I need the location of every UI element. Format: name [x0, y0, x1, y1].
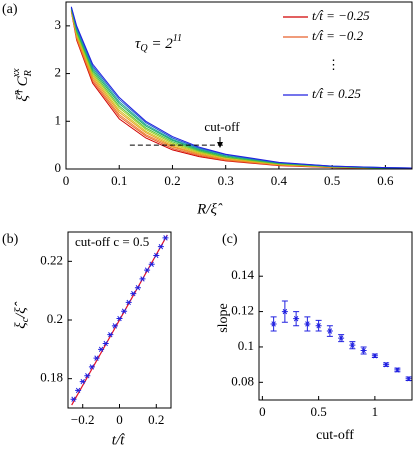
data-point — [125, 299, 132, 306]
data-point — [148, 261, 155, 267]
x-tick-label: 0.2 — [164, 173, 180, 188]
y-axis-label: ξc/ξ̂ — [13, 301, 31, 328]
y-axis-label: slope — [216, 303, 231, 333]
legend-label: t/t̂ = −0.25 — [312, 8, 370, 23]
y-label-part: C — [15, 75, 31, 90]
y-tick-label: 0.22 — [40, 252, 63, 267]
x-axis-label: R/ξ̂ — [196, 201, 223, 217]
plot-frame — [65, 1, 413, 170]
data-point — [70, 396, 77, 402]
annotation-part: 11 — [173, 33, 182, 44]
data-point — [162, 235, 169, 241]
y-label-part: xx — [11, 68, 22, 78]
y-tick-label: 0.12 — [231, 303, 254, 318]
panel-label: (a) — [2, 2, 18, 17]
data-point — [281, 308, 288, 315]
x-tick-label: 0 — [63, 173, 70, 188]
legend-ellipsis: ⋮ — [327, 57, 340, 72]
data-point — [79, 378, 86, 385]
y-tick-label: 0.18 — [40, 370, 63, 385]
data-point — [371, 353, 378, 359]
data-point — [98, 346, 105, 353]
x-tick-label: 0.3 — [218, 173, 234, 188]
x-tick-label: 0.6 — [377, 173, 394, 188]
x-tick-label: 0.5 — [324, 173, 340, 188]
y-tick-label: 3 — [55, 17, 62, 32]
x-tick-label: 0 — [259, 404, 266, 419]
x-tick-label: −0.2 — [71, 412, 95, 427]
y-label-part: c — [20, 317, 31, 322]
data-point — [111, 323, 118, 329]
panel-label: (c) — [222, 232, 238, 247]
y-label-part: /ξ̂ — [13, 301, 29, 319]
annotation-part: = 2 — [148, 36, 174, 52]
legend-label: t/t̂ = 0.25 — [312, 86, 361, 101]
y-label-part: η — [12, 90, 23, 95]
data-point — [102, 340, 109, 347]
legend-label: t/t̂ = −0.2 — [312, 28, 364, 43]
annotation-part: Q — [140, 43, 148, 54]
data-point — [134, 285, 141, 291]
data-point — [121, 308, 128, 314]
data-point — [84, 373, 91, 379]
y-tick-label: 0.1 — [238, 338, 254, 353]
data-point — [383, 361, 390, 368]
data-point — [75, 387, 82, 394]
data-point — [315, 323, 322, 329]
y-label-part: ξ — [13, 322, 29, 329]
y-tick-label: 2 — [55, 65, 62, 80]
data-line — [70, 6, 413, 169]
panel-label: (b) — [2, 232, 19, 247]
data-point — [293, 315, 300, 322]
data-point — [304, 321, 311, 327]
fit-line — [71, 234, 168, 406]
plot-frame — [258, 231, 413, 401]
data-point — [139, 276, 146, 282]
data-point — [349, 342, 356, 348]
plot-frame — [67, 231, 172, 409]
x-tick-label: 0.5 — [311, 404, 327, 419]
data-point — [144, 267, 151, 273]
data-point — [394, 367, 401, 373]
x-axis-label: t/t̂ — [112, 432, 126, 448]
y-axis-label: ξ̂η CRxx — [11, 68, 34, 102]
cutoff-label: cut-off — [204, 119, 240, 134]
x-tick-label: 0 — [116, 412, 123, 427]
x-tick-label: 0.2 — [148, 412, 164, 427]
data-point — [130, 290, 137, 297]
x-tick-label: 0.1 — [111, 173, 127, 188]
data-point — [88, 364, 95, 370]
data-point — [360, 347, 367, 354]
x-tick-label: 0.4 — [271, 173, 288, 188]
data-point — [326, 328, 333, 334]
x-tick-label: 1 — [372, 404, 379, 419]
y-tick-label: 0.2 — [47, 311, 63, 326]
data-point — [93, 355, 100, 361]
y-tick-label: 0.08 — [231, 373, 254, 388]
data-point — [338, 335, 345, 341]
annotation-part: τ — [135, 36, 141, 52]
y-tick-label: 0.14 — [231, 267, 254, 282]
annotation: τQ = 211 — [135, 33, 182, 54]
data-point — [270, 321, 277, 327]
annotation: cut-off c = 0.5 — [75, 234, 149, 249]
data-point — [116, 315, 123, 322]
y-tick-label: 0 — [55, 160, 62, 175]
y-label-part: R — [23, 70, 34, 77]
data-point — [153, 252, 160, 259]
data-point — [107, 331, 114, 338]
data-point — [405, 376, 412, 382]
data-point — [157, 243, 164, 250]
y-tick-label: 1 — [55, 112, 62, 127]
x-axis-label: cut-off — [316, 428, 354, 443]
